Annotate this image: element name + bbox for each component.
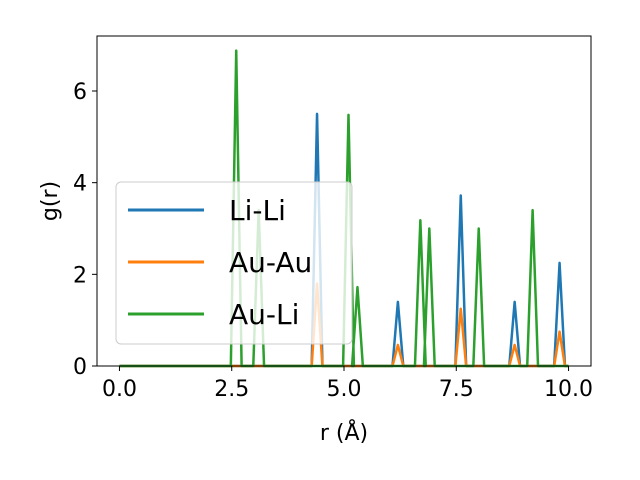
y-axis: 0 2 4 6: [73, 80, 97, 380]
x-tick-label: 10.0: [544, 377, 593, 402]
legend-label: Li-Li: [229, 194, 286, 227]
x-tick-label: 7.5: [439, 377, 474, 402]
legend: Li-Li Au-Au Au-Li: [115, 181, 353, 345]
x-axis: 0.0 2.5 5.0 7.5 10.0: [102, 366, 593, 402]
legend-box: [115, 181, 353, 345]
legend-label: Au-Li: [229, 298, 299, 331]
y-tick-label: 2: [73, 263, 87, 288]
x-tick-label: 0.0: [102, 377, 137, 402]
y-tick-label: 4: [73, 172, 87, 197]
y-tick-label: 6: [73, 80, 87, 105]
x-tick-label: 2.5: [214, 377, 249, 402]
y-tick-label: 0: [73, 355, 87, 380]
legend-label: Au-Au: [229, 246, 312, 279]
x-axis-label: r (Å): [320, 419, 368, 446]
y-axis-label: g(r): [38, 181, 63, 221]
x-tick-label: 5.0: [327, 377, 362, 402]
